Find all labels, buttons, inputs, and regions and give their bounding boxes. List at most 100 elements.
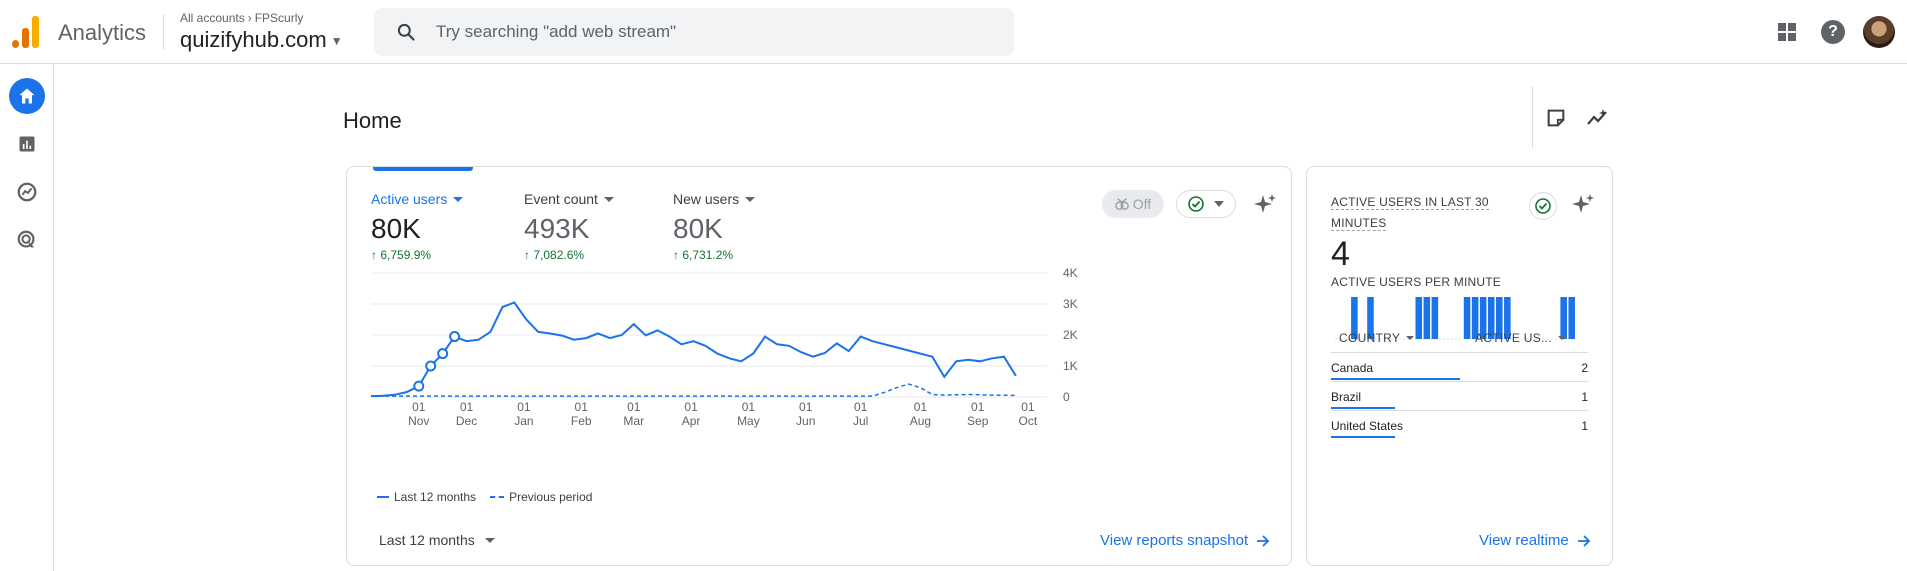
header-actions: ?	[1771, 16, 1895, 48]
x-tick-day: 01	[799, 400, 813, 414]
country-column-header[interactable]: COUNTRY	[1339, 331, 1415, 345]
x-tick-month: May	[737, 414, 760, 428]
metric-value: 80K	[371, 213, 421, 244]
minute-bar[interactable]	[1463, 297, 1471, 339]
minute-bar[interactable]	[1351, 297, 1358, 339]
country-name: Canada	[1331, 361, 1374, 375]
annotation-marker[interactable]	[413, 380, 425, 392]
nav-explore[interactable]	[9, 174, 45, 210]
date-range-dropdown[interactable]: Last 12 months	[379, 532, 495, 548]
country-users: 2	[1581, 361, 1588, 375]
sparkle-icon[interactable]	[1253, 193, 1277, 217]
caret-down-icon	[745, 196, 756, 202]
comparison-toggle[interactable]: Off	[1102, 190, 1164, 218]
nav-home[interactable]	[9, 78, 45, 114]
check-circle-icon	[1188, 196, 1204, 212]
minute-bar[interactable]	[1504, 297, 1511, 339]
x-tick-month: Jun	[796, 414, 815, 428]
minute-bar[interactable]	[1415, 297, 1423, 339]
y-tick-label: 2K	[1063, 328, 1078, 342]
comparison-icon	[1114, 198, 1129, 210]
annotation-marker[interactable]	[425, 360, 437, 372]
x-tick-day: 01	[460, 400, 474, 414]
share-bar	[1331, 407, 1396, 409]
advertising-icon	[17, 230, 35, 248]
row-divider	[1331, 381, 1588, 382]
x-tick-month: Dec	[456, 414, 477, 428]
metric-label: New users	[673, 191, 756, 207]
table-row[interactable]: United States 1	[1331, 411, 1588, 440]
app-name: Analytics	[58, 20, 147, 45]
arrow-right-icon	[1257, 534, 1270, 547]
minute-bar[interactable]	[1487, 297, 1495, 339]
home-icon	[19, 88, 35, 104]
minute-bar[interactable]	[1479, 297, 1487, 339]
annotation-marker[interactable]	[449, 331, 461, 343]
minute-bar[interactable]	[1431, 297, 1439, 339]
y-tick-label: 1K	[1063, 359, 1078, 373]
help-icon[interactable]: ?	[1821, 20, 1845, 44]
caret-down-icon	[1406, 336, 1415, 340]
minute-bar[interactable]	[1568, 297, 1575, 339]
title-actions-divider	[1532, 86, 1533, 148]
apps-grid-icon[interactable]	[1771, 16, 1803, 48]
nav-advertising[interactable]	[9, 222, 45, 258]
x-tick-day: 01	[684, 400, 698, 414]
data-quality-indicator[interactable]	[1529, 192, 1557, 220]
minute-bar[interactable]	[1423, 297, 1431, 339]
explore-icon	[17, 182, 37, 202]
legend-previous: Previous period	[490, 490, 592, 504]
breadcrumb[interactable]: All accounts › FPScurly	[180, 11, 303, 25]
x-tick-day: 01	[517, 400, 531, 414]
search-input[interactable]	[436, 20, 996, 44]
top-app-bar: Analytics All accounts › FPScurly quizifyh…	[0, 0, 1907, 64]
x-tick-day: 01	[412, 400, 426, 414]
table-row[interactable]: Canada 2	[1331, 353, 1588, 382]
view-realtime-link[interactable]: View realtime	[1479, 532, 1591, 549]
check-circle-icon	[1535, 198, 1551, 214]
minute-bar[interactable]	[1560, 297, 1567, 339]
realtime-subtitle: ACTIVE USERS PER MINUTE	[1331, 275, 1501, 289]
metric-change: ↑ 6,731.2%	[673, 248, 734, 262]
metric-event-count[interactable]: Event count 493K ↑ 7,082.6%	[524, 191, 614, 262]
selected-tab-indicator	[373, 167, 473, 171]
x-tick-day: 01	[971, 400, 985, 414]
left-navigation	[0, 64, 54, 571]
nav-reports[interactable]	[9, 126, 45, 162]
sparkle-icon[interactable]	[1571, 193, 1595, 217]
table-row[interactable]: Brazil 1	[1331, 382, 1588, 411]
arrow-right-icon	[1577, 534, 1591, 547]
annotation-marker[interactable]	[437, 348, 449, 360]
metric-new-users[interactable]: New users 80K ↑ 6,731.2%	[673, 191, 756, 262]
breadcrumb-account[interactable]: FPScurly	[254, 11, 304, 25]
data-quality-dropdown[interactable]	[1176, 190, 1236, 218]
legend-current: Last 12 months	[377, 490, 476, 504]
insights-icon[interactable]	[1586, 107, 1610, 129]
caret-down-icon: ▼	[330, 34, 343, 49]
view-reports-snapshot-link[interactable]: View reports snapshot	[1100, 532, 1270, 549]
country-name: United States	[1331, 419, 1404, 433]
x-tick-day: 01	[742, 400, 756, 414]
minute-bar[interactable]	[1496, 297, 1503, 339]
minute-bar[interactable]	[1471, 297, 1479, 339]
bar-chart-icon	[19, 136, 35, 152]
page-title: Home	[343, 108, 402, 133]
avatar[interactable]	[1863, 16, 1895, 48]
analytics-logo-icon[interactable]	[12, 16, 40, 48]
y-tick-label: 0	[1063, 390, 1070, 404]
search-bar[interactable]	[374, 8, 1014, 56]
active-users-column-header[interactable]: ACTIVE US...	[1475, 331, 1566, 345]
metric-active-users[interactable]: Active users 80K ↑ 6,759.9%	[371, 191, 464, 262]
caret-down-icon	[603, 196, 614, 202]
breadcrumb-root[interactable]: All accounts	[180, 11, 245, 25]
country-name: Brazil	[1331, 390, 1362, 404]
previous-period-line	[371, 383, 1016, 397]
x-tick-month: Feb	[571, 414, 592, 428]
minute-bar[interactable]	[1367, 297, 1374, 339]
realtime-title[interactable]: ACTIVE USERS IN LAST 30 MINUTES	[1331, 195, 1489, 231]
date-range-label: Last 12 months	[379, 532, 475, 548]
property-selector[interactable]: quizifyhub.com ▼	[180, 27, 343, 53]
metric-value: 493K	[524, 213, 590, 244]
metric-change: ↑ 7,082.6%	[524, 248, 585, 262]
note-icon[interactable]	[1545, 107, 1567, 129]
